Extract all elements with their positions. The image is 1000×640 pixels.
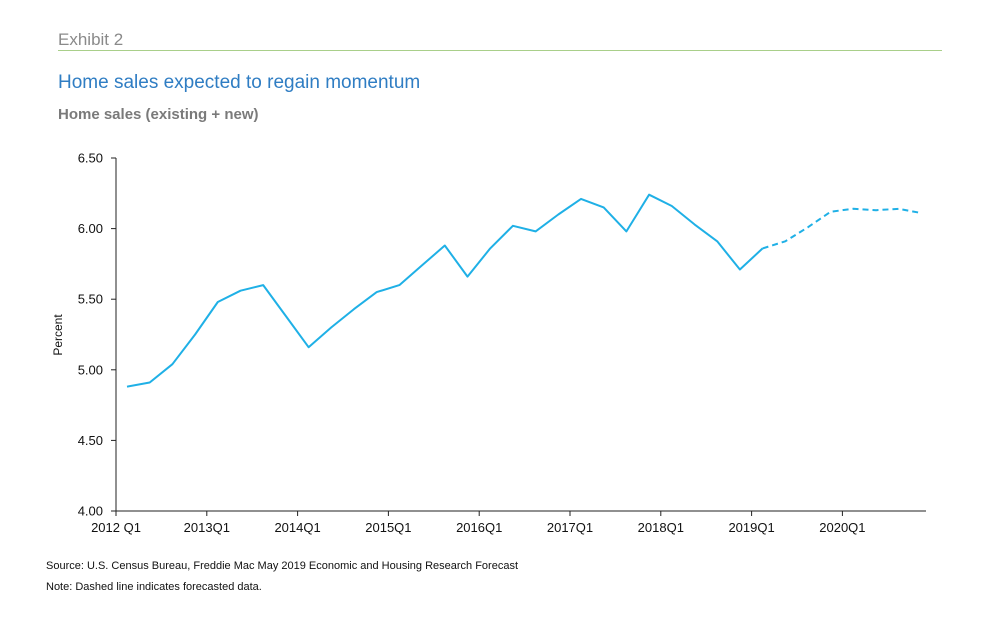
y-axis-label: Percent bbox=[51, 314, 65, 356]
y-tick-label: 4.50 bbox=[78, 433, 103, 448]
x-tick-label: 2012 Q1 bbox=[91, 520, 141, 535]
x-tick-label: 2014Q1 bbox=[274, 520, 320, 535]
x-tick-label: 2015Q1 bbox=[365, 520, 411, 535]
y-tick-label: 5.00 bbox=[78, 362, 103, 377]
y-tick-label: 4.00 bbox=[78, 504, 103, 519]
exhibit-label: Exhibit 2 bbox=[58, 30, 124, 49]
y-tick-label: 6.00 bbox=[78, 221, 103, 236]
x-axis-ticks: 2012 Q1 2013Q1 2014Q1 2015Q1 2016Q1 2017Q1 201… bbox=[91, 511, 866, 535]
x-tick-label: 2020Q1 bbox=[819, 520, 865, 535]
chart-title: Home sales expected to regain momentum bbox=[58, 72, 421, 93]
chart-axes bbox=[115, 158, 926, 512]
x-tick-label: 2013Q1 bbox=[184, 520, 230, 535]
chart-subtitle: Home sales (existing + new) bbox=[58, 106, 259, 123]
historical-series-line bbox=[126, 193, 764, 388]
forecast-series-line bbox=[762, 207, 922, 250]
chart-series bbox=[126, 193, 922, 388]
x-tick-label: 2019Q1 bbox=[728, 520, 774, 535]
x-tick-label: 2016Q1 bbox=[456, 520, 502, 535]
x-tick-label: 2018Q1 bbox=[638, 520, 684, 535]
source-note: Source: U.S. Census Bureau, Freddie Mac … bbox=[46, 560, 519, 572]
forecast-note: Note: Dashed line indicates forecasted d… bbox=[46, 581, 262, 593]
y-tick-label: 6.50 bbox=[78, 151, 103, 166]
y-tick-label: 5.50 bbox=[78, 292, 103, 307]
header-divider bbox=[58, 50, 942, 51]
x-tick-label: 2017Q1 bbox=[547, 520, 593, 535]
y-axis-ticks: 4.00 4.50 5.00 5.50 6.00 6.50 bbox=[78, 151, 116, 519]
